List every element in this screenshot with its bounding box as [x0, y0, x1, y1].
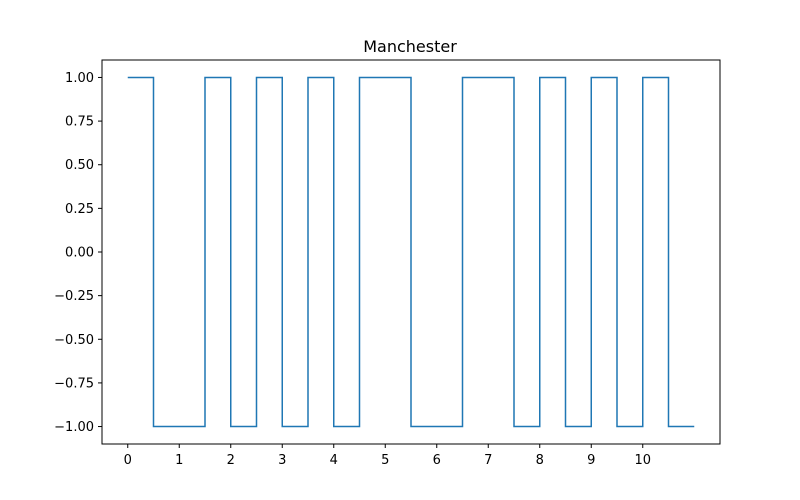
y-tick-label: −0.50 [54, 333, 94, 348]
x-tick-label: 7 [484, 453, 492, 468]
x-tick-label: 0 [124, 453, 132, 468]
series-line-0 [127, 76, 695, 428]
y-tick-label: 1.00 [65, 71, 94, 86]
chart-title: Manchester [363, 37, 457, 56]
x-tick-label: 9 [587, 453, 595, 468]
x-tick-label: 6 [433, 453, 441, 468]
y-tick-label: 0.50 [65, 158, 94, 173]
y-tick-label: 0.00 [65, 246, 94, 261]
y-tick-label: 0.75 [65, 115, 94, 130]
y-tick-label: −0.75 [54, 376, 94, 391]
y-tick-label: −0.25 [54, 289, 94, 304]
x-tick-label: 4 [330, 453, 338, 468]
x-tick-label: 5 [381, 453, 389, 468]
x-tick-label: 10 [634, 453, 651, 468]
x-tick-label: 1 [175, 453, 183, 468]
y-tick-label: −1.00 [54, 420, 94, 435]
y-axis: 1.00 0.75 0.50 0.25 0.00 −0.25 −0.50 −0.75 −1.00 [54, 71, 102, 435]
x-tick-label: 3 [278, 453, 286, 468]
x-tick-label: 8 [536, 453, 544, 468]
x-axis: 0 1 2 3 4 5 6 7 8 9 10 [124, 444, 651, 468]
y-tick-label: 0.25 [65, 202, 94, 217]
plot-area [127, 76, 695, 428]
x-tick-label: 2 [227, 453, 235, 468]
